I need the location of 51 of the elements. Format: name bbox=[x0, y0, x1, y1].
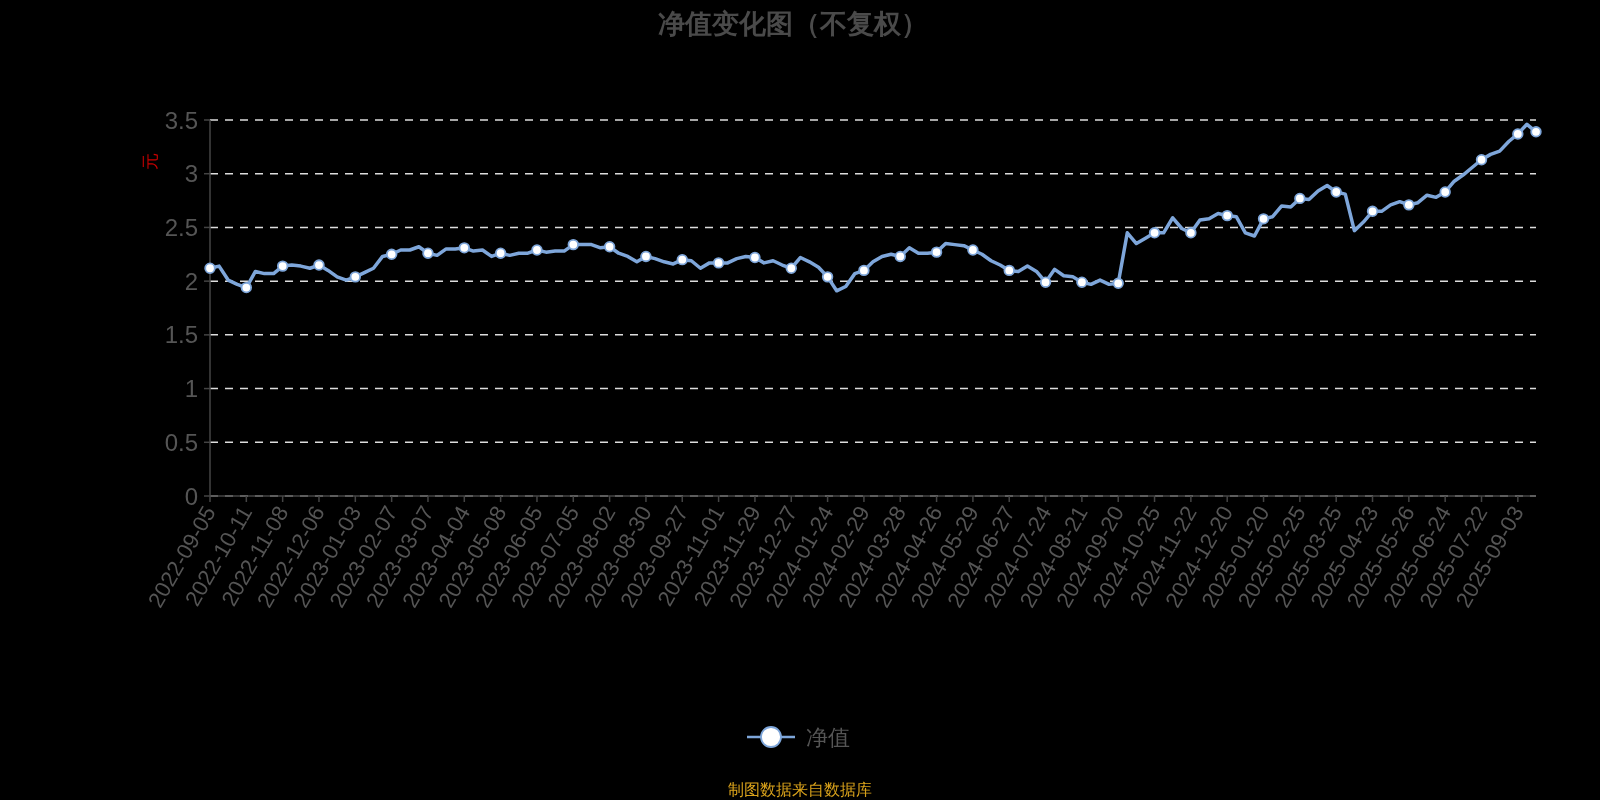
point bbox=[458, 242, 470, 254]
point bbox=[1330, 186, 1342, 198]
y-tick-label: 3 bbox=[184, 160, 198, 188]
point bbox=[676, 253, 688, 266]
point bbox=[858, 264, 870, 277]
legend-label: 净值 bbox=[806, 724, 850, 750]
y-axis-title: 元 bbox=[140, 152, 160, 170]
point bbox=[1003, 264, 1015, 277]
point bbox=[204, 262, 216, 274]
point bbox=[1112, 277, 1124, 289]
point bbox=[712, 257, 725, 269]
text: 制图数据来自数据库 bbox=[728, 780, 872, 798]
point bbox=[1403, 199, 1415, 211]
point bbox=[1039, 276, 1052, 288]
point bbox=[603, 241, 616, 253]
point bbox=[1366, 205, 1379, 218]
point bbox=[749, 251, 761, 264]
point bbox=[930, 246, 943, 258]
y-tick-label: 2.5 bbox=[164, 213, 198, 241]
point bbox=[1294, 192, 1306, 205]
point bbox=[821, 271, 834, 283]
point bbox=[785, 262, 797, 274]
point bbox=[1530, 126, 1542, 138]
point bbox=[385, 248, 398, 260]
chart-title: 净值变化图（不复权） bbox=[658, 9, 928, 39]
point bbox=[894, 250, 906, 263]
point bbox=[1475, 154, 1488, 166]
point bbox=[640, 250, 652, 263]
point bbox=[313, 259, 325, 271]
point bbox=[967, 244, 979, 256]
point bbox=[1185, 227, 1197, 239]
point bbox=[567, 238, 579, 251]
point bbox=[422, 247, 434, 259]
point bbox=[1221, 209, 1233, 222]
point bbox=[1076, 276, 1088, 288]
point bbox=[1512, 128, 1524, 140]
y-tick-label: 0.5 bbox=[164, 428, 198, 456]
y-tick-label: 3.5 bbox=[164, 106, 198, 134]
point bbox=[494, 247, 507, 259]
point bbox=[1439, 186, 1451, 198]
point bbox=[276, 260, 289, 272]
y-tick-label: 0 bbox=[184, 482, 198, 510]
point bbox=[240, 281, 253, 294]
point bbox=[349, 271, 362, 283]
point bbox=[531, 244, 543, 256]
legend: 净值 bbox=[747, 724, 850, 750]
point bbox=[1257, 213, 1270, 225]
point bbox=[1148, 227, 1161, 239]
y-tick-label: 1.5 bbox=[164, 321, 198, 349]
y-tick-label: 1 bbox=[184, 375, 198, 403]
y-tick-label: 2 bbox=[184, 267, 198, 295]
